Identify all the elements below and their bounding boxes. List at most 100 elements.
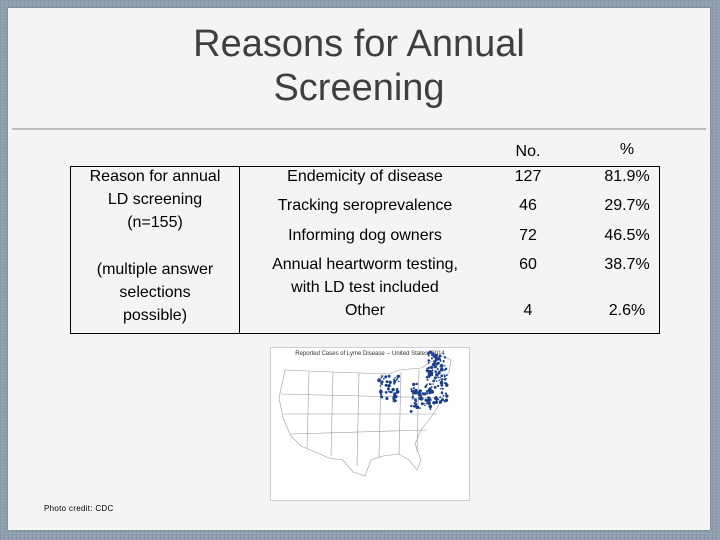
case-dot [427, 366, 431, 370]
case-dot [432, 383, 434, 385]
case-dot [433, 354, 438, 358]
case-dot [429, 365, 434, 370]
case-dot [379, 384, 382, 387]
case-dot [426, 378, 429, 381]
case-dot [443, 375, 446, 378]
case-dot [393, 382, 396, 385]
case-dot [391, 389, 394, 392]
case-dot [428, 398, 432, 402]
case-dot [384, 375, 388, 379]
case-dot [425, 390, 429, 393]
row-4-pct: 38.7% [604, 256, 650, 273]
row-5-pct: 2.6% [608, 302, 646, 319]
us-map-graphic [278, 350, 452, 477]
case-dot [428, 404, 433, 409]
case-dot [412, 397, 414, 399]
case-dot [397, 380, 400, 383]
slide-title: Reasons for Annual Screening [8, 22, 710, 110]
case-dot [377, 378, 381, 383]
case-dot [393, 380, 397, 384]
case-dot [396, 377, 399, 380]
case-dot [395, 389, 400, 394]
row-1-pct: 81.9% [604, 168, 650, 185]
case-dot [428, 383, 432, 386]
case-dot [395, 379, 398, 381]
case-dot [439, 380, 444, 385]
case-dot [443, 400, 446, 403]
case-dot [438, 355, 441, 358]
case-dot [412, 382, 416, 386]
case-dot [420, 402, 424, 406]
case-dot [384, 383, 388, 387]
case-dot [414, 398, 417, 402]
case-dot [410, 388, 413, 391]
case-dot [436, 367, 439, 370]
lyme-disease-map: Reported Cases of Lyme Disease -- United… [270, 347, 470, 501]
case-dot [392, 400, 394, 403]
photo-credit: Photo credit: CDC [44, 504, 114, 513]
case-dot [383, 377, 385, 380]
case-dot [413, 404, 416, 408]
left-label-line-6: possible) [122, 307, 188, 324]
case-dot [424, 384, 428, 388]
case-dot [430, 357, 433, 360]
case-dot [389, 390, 392, 394]
case-dot [441, 387, 444, 390]
case-dot [439, 396, 442, 399]
case-dot [444, 392, 448, 395]
case-dot [440, 391, 444, 394]
case-dot [423, 402, 426, 405]
row-5-reason: Other [344, 302, 385, 319]
case-dot [428, 375, 431, 379]
case-dot [438, 379, 441, 381]
left-label-line-5: selections [119, 284, 191, 301]
case-dot [434, 370, 438, 373]
case-dot [427, 388, 432, 392]
case-dot [443, 368, 446, 371]
case-dot [442, 394, 445, 397]
case-dot [387, 383, 391, 388]
case-dot [396, 374, 401, 378]
case-dot [421, 392, 425, 396]
case-dot [435, 380, 438, 383]
case-dot [417, 393, 421, 397]
case-dot [427, 401, 430, 404]
left-label-line-2: LD screening [107, 191, 203, 208]
case-dot [427, 362, 430, 364]
case-dot [385, 380, 389, 384]
header-pct: % [619, 141, 635, 158]
case-dot [445, 378, 447, 380]
case-dot [419, 407, 422, 410]
case-dot [438, 400, 443, 404]
case-dot [438, 370, 441, 373]
case-dot [425, 402, 428, 405]
case-dot [432, 379, 436, 383]
case-dot [431, 363, 435, 366]
row-2-no: 46 [519, 197, 537, 214]
case-dot [433, 376, 437, 380]
case-dot [392, 397, 396, 401]
case-dot [427, 359, 430, 362]
title-line-1: Reasons for Annual [193, 23, 525, 65]
case-dot [445, 374, 448, 377]
case-dots [377, 350, 449, 413]
case-dot [425, 392, 429, 395]
left-label-line-3: (n=155) [127, 214, 183, 231]
case-dot [412, 387, 415, 390]
case-dot [431, 369, 434, 372]
case-dot [430, 386, 433, 388]
case-dot [424, 404, 426, 407]
case-dot [443, 356, 447, 359]
case-dot [443, 374, 446, 376]
case-dot [435, 358, 438, 362]
case-dot [428, 350, 433, 354]
case-dot [387, 375, 390, 377]
case-dot [440, 374, 444, 378]
case-dot [381, 375, 384, 377]
case-dot [427, 369, 432, 374]
case-dot [445, 394, 449, 398]
case-dot [410, 404, 413, 408]
header-no: No. [515, 143, 541, 160]
slide: Reasons for Annual Screening No. % Reaso… [8, 8, 710, 530]
row-5-no: 4 [523, 302, 533, 319]
